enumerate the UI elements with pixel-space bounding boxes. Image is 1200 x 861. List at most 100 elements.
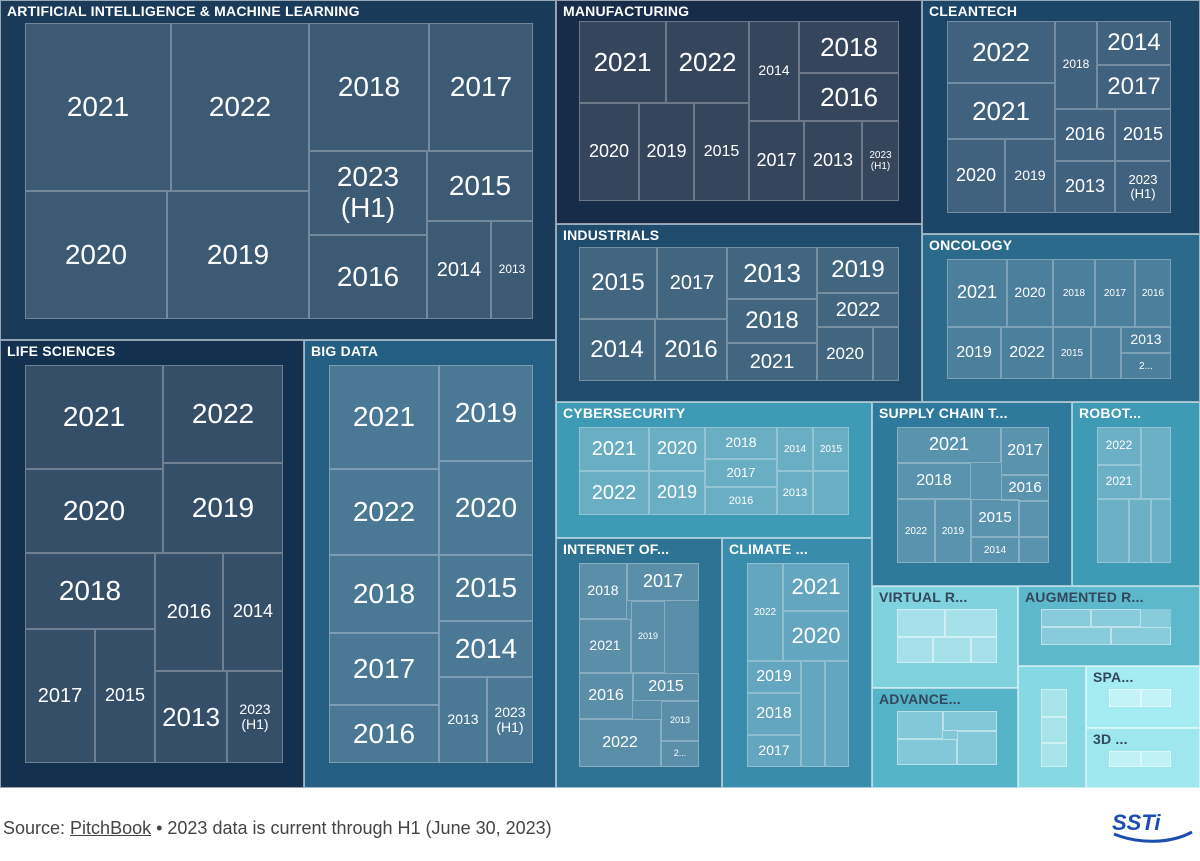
year-cell[interactable]: 2021 bbox=[25, 23, 171, 191]
year-cell[interactable]: 2016 bbox=[1055, 109, 1115, 161]
year-cell[interactable] bbox=[1091, 327, 1121, 379]
year-cell[interactable]: 2017 bbox=[1001, 427, 1049, 475]
year-cell[interactable] bbox=[945, 609, 997, 637]
year-cell[interactable]: 2021 bbox=[947, 83, 1055, 139]
year-cell[interactable]: 2020 bbox=[783, 611, 849, 661]
year-cell[interactable]: 2016 bbox=[155, 553, 223, 671]
year-cell[interactable]: 2018 bbox=[705, 427, 777, 459]
year-cell[interactable]: 2014 bbox=[439, 621, 533, 677]
year-cell[interactable]: 2018 bbox=[727, 299, 817, 343]
year-cell[interactable]: 2019 bbox=[163, 463, 283, 553]
year-cell[interactable]: 2022 bbox=[1097, 427, 1141, 465]
year-cell[interactable]: 2021 bbox=[579, 21, 666, 103]
year-cell[interactable]: 2023 (H1) bbox=[1115, 161, 1171, 213]
year-cell[interactable]: 2021 bbox=[1097, 465, 1141, 499]
year-cell[interactable]: 2015 bbox=[439, 555, 533, 621]
year-cell[interactable]: 2022 bbox=[579, 719, 661, 767]
year-cell[interactable]: 2020 bbox=[25, 469, 163, 553]
category-block[interactable]: INDUSTRIALS 2015 2017 2013 2019 2018 2022 2014 2… bbox=[556, 224, 922, 402]
year-cell[interactable]: 2023 (H1) bbox=[227, 671, 283, 763]
year-cell[interactable] bbox=[933, 637, 971, 663]
year-cell[interactable]: 2021 bbox=[579, 427, 649, 471]
year-cell[interactable]: 2021 bbox=[727, 343, 817, 381]
year-cell[interactable]: 2013 bbox=[1121, 327, 1171, 353]
year-cell[interactable]: 2019 bbox=[631, 601, 665, 673]
year-cell[interactable]: 2022 bbox=[947, 21, 1055, 83]
year-cell[interactable]: 2021 bbox=[783, 563, 849, 611]
year-cell[interactable]: 2013 bbox=[1055, 161, 1115, 213]
year-cell[interactable] bbox=[957, 731, 997, 765]
year-cell[interactable] bbox=[897, 739, 957, 765]
year-cell[interactable]: 2022 bbox=[1001, 327, 1053, 379]
year-cell[interactable] bbox=[1141, 751, 1171, 767]
year-cell[interactable]: 2014 bbox=[223, 553, 283, 671]
year-cell[interactable] bbox=[897, 637, 933, 663]
year-cell[interactable]: 2015 bbox=[1053, 327, 1091, 379]
year-cell[interactable] bbox=[1041, 717, 1067, 743]
year-cell[interactable]: 2014 bbox=[971, 537, 1019, 563]
year-cell[interactable]: 2017 bbox=[429, 23, 533, 151]
category-block[interactable]: SUPPLY CHAIN T... 2021 2017 2018 2016 2015 202… bbox=[872, 402, 1072, 586]
year-cell[interactable]: 2021 bbox=[897, 427, 1001, 463]
pitchbook-link[interactable]: PitchBook bbox=[70, 818, 152, 838]
year-cell[interactable]: 2016 bbox=[705, 487, 777, 515]
year-cell[interactable] bbox=[873, 327, 899, 381]
year-cell[interactable]: 2020 bbox=[1007, 259, 1053, 327]
category-block[interactable]: INTERNET OF... 2018 2017 2021 2019 2016 2015 20… bbox=[556, 538, 722, 788]
year-cell[interactable]: 2... bbox=[661, 741, 699, 767]
year-cell[interactable] bbox=[1109, 751, 1141, 767]
year-cell[interactable]: 2023 (H1) bbox=[309, 151, 427, 235]
year-cell[interactable]: 2021 bbox=[25, 365, 163, 469]
year-cell[interactable]: 2018 bbox=[799, 21, 899, 73]
year-cell[interactable]: 2013 bbox=[777, 471, 813, 515]
category-block[interactable]: ADVANCE... bbox=[872, 688, 1018, 788]
year-cell[interactable]: 2014 bbox=[1097, 21, 1171, 65]
year-cell[interactable]: 2017 bbox=[749, 121, 804, 201]
year-cell[interactable]: 2019 bbox=[1005, 139, 1055, 213]
year-cell[interactable]: 2021 bbox=[329, 365, 439, 469]
year-cell[interactable]: 2017 bbox=[657, 247, 727, 319]
year-cell[interactable] bbox=[801, 661, 825, 767]
year-cell[interactable]: 2013 bbox=[155, 671, 227, 763]
year-cell[interactable] bbox=[1151, 499, 1171, 563]
year-cell[interactable]: 2017 bbox=[25, 629, 95, 763]
year-cell[interactable]: 2020 bbox=[817, 327, 873, 381]
year-cell[interactable]: 2014 bbox=[427, 221, 491, 319]
year-cell[interactable]: 2022 bbox=[171, 23, 309, 191]
year-cell[interactable] bbox=[1041, 743, 1067, 767]
year-cell[interactable]: 2013 bbox=[804, 121, 862, 201]
year-cell[interactable]: 2015 bbox=[1115, 109, 1171, 161]
year-cell[interactable]: 2023 (H1) bbox=[862, 121, 899, 201]
year-cell[interactable]: 2016 bbox=[655, 319, 727, 381]
year-cell[interactable]: 2... bbox=[1121, 353, 1171, 379]
category-block[interactable]: CLEANTECH 2022 2018 2014 2017 2021 2016 2015 202… bbox=[922, 0, 1200, 234]
year-cell[interactable]: 2021 bbox=[947, 259, 1007, 327]
year-cell[interactable] bbox=[1111, 627, 1171, 645]
year-cell[interactable]: 2015 bbox=[694, 103, 749, 201]
category-block[interactable]: AUGMENTED R... bbox=[1018, 586, 1200, 666]
year-cell[interactable]: 2019 bbox=[649, 471, 705, 515]
year-cell[interactable]: 2020 bbox=[579, 103, 639, 201]
year-cell[interactable]: 2016 bbox=[799, 73, 899, 121]
category-block[interactable]: BIG DATA 2021 2019 2022 2020 2018 2015 2017 2014… bbox=[304, 340, 556, 788]
year-cell[interactable]: 2019 bbox=[167, 191, 309, 319]
year-cell[interactable]: 2018 bbox=[579, 563, 627, 619]
year-cell[interactable]: 2018 bbox=[1055, 21, 1097, 109]
year-cell[interactable]: 2013 bbox=[439, 677, 487, 763]
year-cell[interactable]: 2014 bbox=[579, 319, 655, 381]
year-cell[interactable]: 2022 bbox=[666, 21, 749, 103]
year-cell[interactable]: 2016 bbox=[329, 705, 439, 763]
year-cell[interactable]: 2022 bbox=[163, 365, 283, 463]
year-cell[interactable] bbox=[1019, 501, 1049, 537]
category-block[interactable] bbox=[1018, 666, 1086, 788]
year-cell[interactable]: 2013 bbox=[727, 247, 817, 299]
year-cell[interactable]: 2023 (H1) bbox=[487, 677, 533, 763]
year-cell[interactable]: 2019 bbox=[747, 661, 801, 693]
year-cell[interactable]: 2017 bbox=[705, 459, 777, 487]
year-cell[interactable]: 2018 bbox=[309, 23, 429, 151]
year-cell[interactable] bbox=[1141, 427, 1171, 499]
year-cell[interactable]: 2018 bbox=[897, 463, 971, 499]
year-cell[interactable] bbox=[1041, 627, 1111, 645]
year-cell[interactable] bbox=[1019, 537, 1049, 563]
year-cell[interactable]: 2015 bbox=[427, 151, 533, 221]
